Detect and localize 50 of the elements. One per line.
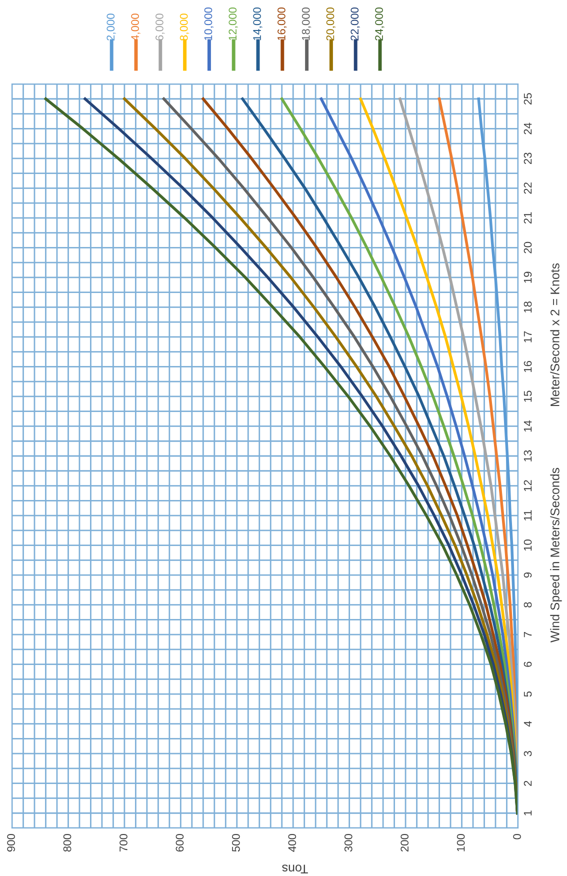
text: 18,000 <box>302 7 312 40</box>
y-axis-title: Wind Speed in Meters/Seconds <box>550 468 562 642</box>
x-tick-label: 800 <box>63 834 72 852</box>
x-tick-label: 300 <box>344 834 352 852</box>
x-tick-label: 500 <box>232 834 240 852</box>
y-tick-label: 20 <box>524 242 532 254</box>
x-tick-label: 0 <box>513 834 521 840</box>
text: 10,000 <box>204 7 214 40</box>
y-tick-label: 18 <box>524 302 532 313</box>
y-tick-label: 15 <box>524 390 532 402</box>
y-tick-label: 9 <box>524 572 532 578</box>
y-tick-label: 23 <box>524 152 532 164</box>
y-tick-label: 8 <box>524 602 532 608</box>
text: Meter/Second x 2 = Knots <box>550 263 560 406</box>
y-tick-label: 1 <box>524 810 532 816</box>
text: 14,000 <box>253 7 262 40</box>
text: 22,000 <box>350 7 360 40</box>
y-tick-label: 14 <box>524 420 532 432</box>
y-tick-label: 16 <box>524 361 532 372</box>
y-tick-label: 21 <box>524 212 532 224</box>
y-tick-label: 17 <box>524 331 532 342</box>
x-tick-label: 600 <box>176 834 184 852</box>
x-axis-title: Tons <box>282 864 308 874</box>
text: 4,000 <box>131 14 140 41</box>
x-tick-label: 900 <box>7 834 15 852</box>
y-tick-label: 24 <box>524 122 532 134</box>
text: 16,000 <box>278 7 287 40</box>
y-tick-label: 4 <box>524 721 532 727</box>
y-tick-label: 13 <box>524 450 532 462</box>
y-tick-label: 3 <box>524 751 532 756</box>
text: 20,000 <box>326 7 336 40</box>
text: 8,000 <box>180 14 190 41</box>
x-tick-label: 700 <box>120 834 128 852</box>
y-tick-label: 22 <box>524 182 532 194</box>
text: 12,000 <box>228 7 238 40</box>
y-tick-label: 10 <box>524 540 532 551</box>
y-tick-label: 19 <box>524 272 532 283</box>
y-tick-label: 12 <box>524 480 532 492</box>
text: 2,000 <box>106 14 116 40</box>
y-tick-label: 11 <box>524 510 532 520</box>
y-tick-label: 2 <box>524 780 532 786</box>
y-tick-label: 7 <box>524 632 532 638</box>
y-tick-label: 25 <box>524 93 532 104</box>
y-tick-label: 5 <box>524 691 532 697</box>
y-tick-label: 6 <box>524 662 532 667</box>
x-tick-label: 400 <box>288 834 296 852</box>
x-tick-label: 100 <box>456 834 465 852</box>
text: 24,000 <box>375 7 384 40</box>
text: 6,000 <box>156 14 165 40</box>
x-tick-label: 200 <box>400 834 409 852</box>
